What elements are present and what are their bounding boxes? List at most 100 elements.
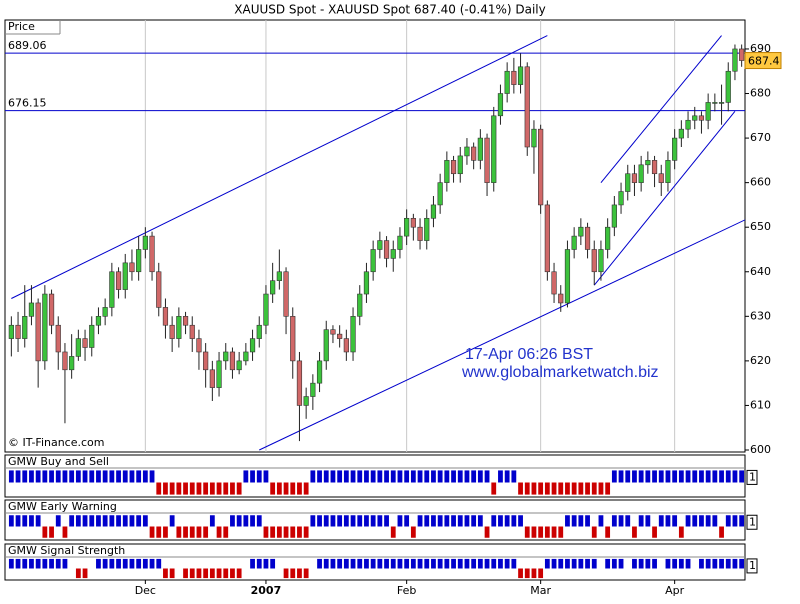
candle-body <box>69 356 75 371</box>
signal-bar <box>565 558 570 569</box>
signal-bar <box>739 515 745 527</box>
signal-bar <box>290 482 296 495</box>
signal-bar <box>511 470 517 483</box>
signal-bar <box>116 515 121 527</box>
signal-bar <box>678 470 684 483</box>
signal-bar <box>142 515 148 527</box>
signal-bar <box>618 558 624 569</box>
signal-bar <box>605 526 611 538</box>
signal-bar <box>732 470 738 483</box>
signal-bar <box>625 515 631 527</box>
signal-bar <box>457 470 463 483</box>
candle-body <box>330 329 336 335</box>
signal-bar <box>196 526 202 538</box>
candle-body <box>638 164 644 183</box>
signal-bar <box>699 470 704 483</box>
signal-bar <box>230 515 235 527</box>
last-price-label: 687.4 <box>748 55 780 68</box>
signal-bar <box>672 558 678 569</box>
signal-bar <box>263 470 269 483</box>
candle-body <box>95 316 102 326</box>
signal-bar <box>263 558 269 569</box>
candle-body <box>390 249 396 259</box>
signal-bar <box>632 558 637 569</box>
signal-bar <box>477 558 483 569</box>
signal-bar <box>692 515 698 527</box>
signal-bar <box>417 470 423 483</box>
signal-bar <box>122 470 128 483</box>
candle-body <box>678 128 684 139</box>
candle-body <box>310 382 316 397</box>
candle-body <box>437 182 443 206</box>
signal-bar <box>35 470 41 483</box>
signal-bar <box>377 470 383 483</box>
signal-bar <box>678 558 684 569</box>
level-label: 676.15 <box>8 97 47 110</box>
credit: © IT-Finance.com <box>8 436 105 449</box>
signal-bar <box>611 558 617 569</box>
candle-body <box>517 66 524 85</box>
trend-line <box>600 35 722 183</box>
candle-body <box>370 249 376 273</box>
candle-body <box>236 360 242 371</box>
signal-bar <box>270 482 276 495</box>
candle-body <box>129 262 135 273</box>
signal-bar <box>424 558 430 569</box>
candle-body <box>363 271 370 295</box>
signal-bar <box>49 558 54 569</box>
signal-bar <box>176 482 182 495</box>
signal-bar <box>297 482 302 495</box>
signal-bar <box>538 482 544 495</box>
signal-bar <box>611 515 617 527</box>
candle-body <box>303 396 309 406</box>
signal-bar <box>665 558 671 569</box>
signal-bar <box>544 482 550 495</box>
signal-bar <box>15 558 21 569</box>
signal-bar <box>719 526 724 538</box>
candle-body <box>698 115 705 121</box>
signal-bar <box>149 558 155 569</box>
candle-body <box>651 160 658 175</box>
signal-bar <box>585 515 590 527</box>
candle-body <box>645 160 651 166</box>
signal-bar <box>511 515 517 527</box>
signal-bar <box>444 470 450 483</box>
x-tick-label: 2007 <box>251 584 282 597</box>
signal-bar <box>209 515 215 527</box>
x-tick-label: Dec <box>135 584 156 597</box>
signal-bar <box>250 515 255 527</box>
signal-bar <box>524 568 530 579</box>
signal-bar <box>156 482 162 495</box>
signal-bar <box>451 558 456 569</box>
signal-bar <box>504 470 510 483</box>
candle-body <box>203 351 209 371</box>
signal-bar <box>230 482 235 495</box>
signal-bar <box>149 470 155 483</box>
candle-body <box>564 249 571 304</box>
signal-bar <box>102 470 108 483</box>
signal-bar <box>424 470 430 483</box>
signal-bar <box>672 470 678 483</box>
signal-bar <box>343 558 349 569</box>
signal-bar <box>310 515 316 527</box>
signal-bar <box>652 558 657 569</box>
candle-body <box>42 293 48 362</box>
candle-body <box>337 333 343 339</box>
candle-body <box>484 137 490 183</box>
candle-body <box>598 249 604 273</box>
signal-bar <box>276 526 282 538</box>
signal-bar <box>397 515 403 527</box>
signal-bar <box>544 526 550 538</box>
signal-bar <box>618 515 624 527</box>
signal-bar <box>303 482 309 495</box>
signal-bar <box>69 470 75 483</box>
signal-bar <box>343 515 349 527</box>
signal-bar <box>491 515 497 527</box>
candle-body <box>605 226 611 250</box>
signal-bar <box>317 515 322 527</box>
signal-bar <box>618 470 624 483</box>
signal-bar <box>196 568 202 579</box>
y-tick-label: 620 <box>750 354 771 367</box>
signal-bar <box>384 515 389 527</box>
signal-bar <box>236 515 242 527</box>
